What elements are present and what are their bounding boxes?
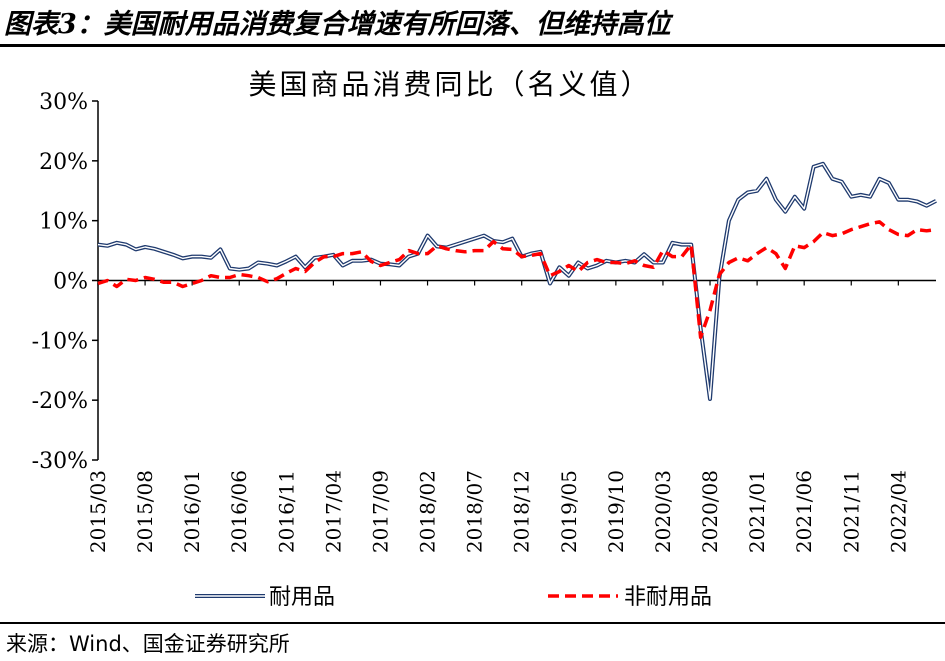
- x-tick-label: 2018/02: [416, 470, 440, 553]
- x-tick-label: 2016/01: [180, 470, 204, 553]
- figure-title: 图表3：美国耐用品消费复合增速有所回落、但维持高位: [4, 9, 671, 40]
- x-tick-label: 2015/03: [86, 470, 110, 553]
- legend-item-durable: 耐用品: [195, 585, 335, 610]
- legend: 耐用品 非耐用品: [195, 585, 712, 610]
- y-tick-label: 10%: [39, 210, 88, 235]
- x-tick-label: 2019/05: [557, 470, 581, 553]
- line-chart: 美国商品消费同比（名义值） -30% -20% -10% 0% 10% 20% 30% 201…: [32, 68, 937, 610]
- x-tick-label: 2022/04: [886, 470, 910, 553]
- series-line-durable-inner: [97, 163, 937, 400]
- series-line-durable: [97, 161, 937, 401]
- legend-label-durable: 耐用品: [269, 585, 335, 610]
- x-tick-label: 2021/01: [745, 470, 769, 553]
- bottom-rule: [0, 622, 945, 624]
- x-tick-label: 2021/06: [792, 470, 816, 553]
- x-tick-label: 2019/10: [604, 470, 628, 553]
- x-tick-label: 2018/07: [463, 470, 487, 553]
- legend-item-nondurable: 非耐用品: [548, 585, 712, 610]
- x-tick-label: 2021/11: [839, 470, 863, 553]
- series-line-nondurable: [97, 220, 937, 340]
- x-tick-label: 2016/06: [227, 470, 251, 553]
- x-tick-label: 2017/09: [368, 470, 392, 553]
- chart-title: 美国商品消费同比（名义值）: [248, 68, 651, 101]
- legend-label-nondurable: 非耐用品: [624, 585, 712, 610]
- y-tick-label: 20%: [39, 150, 88, 175]
- y-tick-label: -30%: [32, 449, 88, 474]
- y-tick-label: -20%: [32, 389, 88, 414]
- y-tick-label: 0%: [53, 270, 88, 295]
- source-note: 来源：Wind、国金证券研究所: [6, 632, 290, 656]
- y-tick-label: -10%: [32, 329, 88, 354]
- x-tick-label: 2017/04: [321, 470, 345, 553]
- x-tick-label: 2016/11: [274, 470, 298, 553]
- x-tick-label: 2020/08: [698, 470, 722, 553]
- y-tick-label: 30%: [39, 90, 88, 115]
- plot-area: -30% -20% -10% 0% 10% 20% 30% 2015/03 2015/08 201…: [32, 90, 937, 553]
- x-tick-label: 2020/03: [651, 470, 675, 553]
- top-rule: [0, 44, 945, 47]
- x-tick-label: 2018/12: [510, 470, 534, 553]
- x-tick-label: 2015/08: [133, 470, 157, 553]
